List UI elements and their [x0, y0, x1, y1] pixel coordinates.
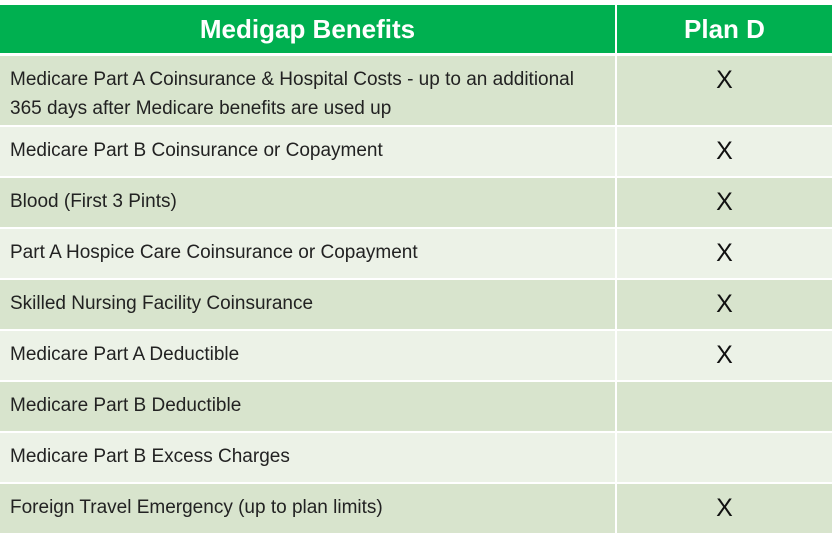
plan-cell: X: [617, 229, 832, 278]
benefit-cell: Part A Hospice Care Coinsurance or Copay…: [0, 229, 615, 278]
plan-cell: X: [617, 484, 832, 533]
plan-cell: X: [617, 178, 832, 227]
plan-cell: X: [617, 331, 832, 380]
benefit-cell: Skilled Nursing Facility Coinsurance: [0, 280, 615, 329]
benefit-cell: Medicare Part B Deductible: [0, 382, 615, 431]
benefit-cell: Foreign Travel Emergency (up to plan lim…: [0, 484, 615, 533]
plan-cell: X: [617, 56, 832, 125]
plan-cell: [617, 382, 832, 431]
benefit-cell: Medicare Part A Coinsurance & Hospital C…: [0, 56, 615, 125]
header-plan: Plan D: [617, 5, 832, 53]
plan-cell: X: [617, 127, 832, 176]
plan-cell: X: [617, 280, 832, 329]
benefit-cell: Medicare Part A Deductible: [0, 331, 615, 380]
benefit-cell: Blood (First 3 Pints): [0, 178, 615, 227]
plan-cell: [617, 433, 832, 482]
benefit-cell: Medicare Part B Excess Charges: [0, 433, 615, 482]
benefit-cell: Medicare Part B Coinsurance or Copayment: [0, 127, 615, 176]
header-benefits: Medigap Benefits: [0, 5, 615, 53]
